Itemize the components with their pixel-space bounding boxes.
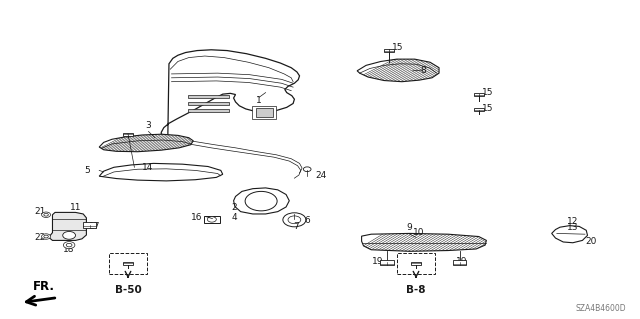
Circle shape (63, 241, 75, 249)
Polygon shape (49, 212, 86, 241)
Polygon shape (188, 109, 229, 112)
Text: 15: 15 (482, 88, 493, 97)
Text: 15: 15 (482, 104, 493, 113)
Text: 13: 13 (567, 223, 579, 232)
Text: 18: 18 (63, 245, 75, 254)
Text: 11: 11 (70, 203, 81, 212)
Bar (453, 260, 466, 265)
Polygon shape (99, 163, 223, 181)
Text: 15: 15 (392, 43, 404, 52)
Polygon shape (256, 108, 273, 117)
Text: 2: 2 (232, 203, 237, 212)
Bar (411, 262, 421, 265)
Text: 3: 3 (146, 121, 151, 130)
Circle shape (42, 234, 51, 239)
Text: 19: 19 (372, 257, 383, 266)
Text: 1: 1 (257, 96, 262, 105)
Text: 16: 16 (191, 213, 203, 222)
Bar (474, 108, 484, 111)
Text: 22: 22 (34, 233, 45, 242)
Polygon shape (204, 216, 220, 223)
Bar (109, 253, 147, 274)
Polygon shape (362, 234, 486, 251)
Circle shape (245, 191, 277, 211)
Polygon shape (234, 188, 289, 214)
Text: FR.: FR. (33, 279, 54, 293)
Polygon shape (252, 106, 276, 119)
Text: B-50: B-50 (115, 285, 141, 295)
Text: 17: 17 (89, 222, 100, 231)
Circle shape (283, 213, 306, 227)
Text: 10: 10 (413, 228, 425, 237)
Text: 6: 6 (305, 216, 310, 225)
Text: SZA4B4600D: SZA4B4600D (575, 304, 626, 313)
Text: 12: 12 (567, 217, 579, 226)
Text: B-8: B-8 (406, 285, 426, 295)
Polygon shape (161, 50, 300, 145)
Bar (83, 222, 96, 228)
Text: 7: 7 (293, 222, 298, 231)
Bar (474, 93, 484, 96)
Circle shape (207, 217, 216, 222)
Text: 5: 5 (84, 166, 90, 175)
Bar (384, 49, 394, 52)
Polygon shape (552, 226, 588, 243)
Bar (380, 260, 394, 265)
Polygon shape (357, 59, 439, 82)
Circle shape (63, 232, 76, 239)
Text: 4: 4 (232, 213, 237, 222)
Polygon shape (188, 95, 229, 98)
Bar (123, 262, 133, 265)
Bar (123, 133, 133, 136)
Circle shape (303, 167, 311, 172)
Text: 20: 20 (586, 237, 597, 246)
Polygon shape (99, 134, 193, 152)
Circle shape (42, 212, 51, 218)
Text: 21: 21 (34, 207, 45, 216)
Text: 9: 9 (407, 224, 412, 233)
Polygon shape (188, 102, 229, 105)
Text: 8: 8 (421, 66, 426, 75)
Text: 19: 19 (456, 257, 468, 266)
Bar (397, 253, 435, 274)
Text: 24: 24 (316, 171, 327, 180)
Text: 14: 14 (141, 163, 153, 172)
